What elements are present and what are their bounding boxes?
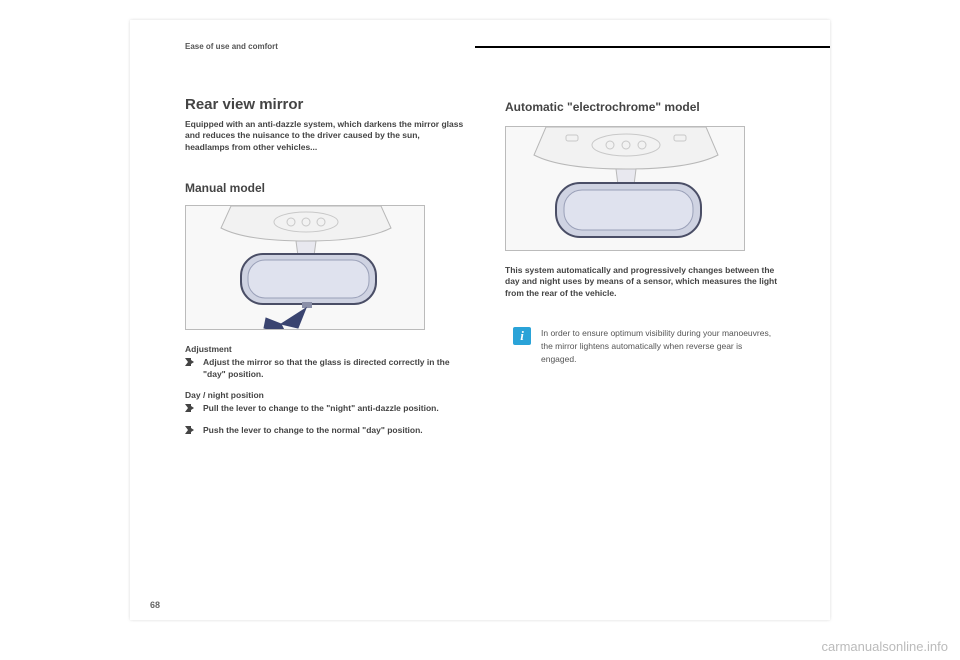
content-columns: Rear view mirror Equipped with an anti-d… xyxy=(185,96,785,446)
header-rule xyxy=(475,46,830,48)
manual-page: Ease of use and comfort Rear view mirror… xyxy=(130,20,830,620)
bullet-arrow-icon xyxy=(185,425,195,436)
adjustment-text: Adjust the mirror so that the glass is d… xyxy=(203,357,465,380)
adjustment-label: Adjustment xyxy=(185,344,465,354)
info-icon: i xyxy=(513,327,531,345)
daynight-bullet-1: Pull the lever to change to the "night" … xyxy=(185,403,465,414)
info-text: In order to ensure optimum visibility du… xyxy=(541,327,777,365)
page-number: 68 xyxy=(150,600,160,610)
intro-text: Equipped with an anti-dazzle system, whi… xyxy=(185,119,465,153)
page-header: Ease of use and comfort xyxy=(185,42,785,56)
manual-mirror-figure xyxy=(185,205,425,330)
daynight-text-2: Push the lever to change to the normal "… xyxy=(203,425,423,436)
bullet-arrow-icon xyxy=(185,357,195,380)
manual-subtitle: Manual model xyxy=(185,181,465,195)
info-box: i In order to ensure optimum visibility … xyxy=(505,321,785,371)
auto-subtitle: Automatic "electrochrome" model xyxy=(505,100,785,116)
bullet-arrow-icon xyxy=(185,403,195,414)
daynight-label: Day / night position xyxy=(185,390,465,400)
right-column: Automatic "electrochrome" model xyxy=(505,96,785,446)
watermark: carmanualsonline.info xyxy=(822,639,948,654)
main-title: Rear view mirror xyxy=(185,96,465,113)
daynight-bullet-2: Push the lever to change to the normal "… xyxy=(185,425,465,436)
auto-body-text: This system automatically and progressiv… xyxy=(505,265,785,299)
auto-mirror-figure xyxy=(505,126,745,251)
daynight-text-1: Pull the lever to change to the "night" … xyxy=(203,403,439,414)
left-column: Rear view mirror Equipped with an anti-d… xyxy=(185,96,465,446)
adjustment-bullet: Adjust the mirror so that the glass is d… xyxy=(185,357,465,380)
